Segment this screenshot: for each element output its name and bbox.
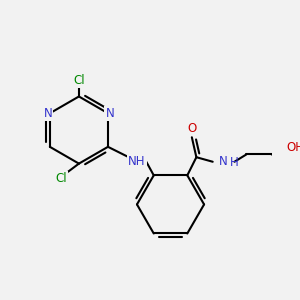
Text: N: N <box>105 107 114 120</box>
Text: N: N <box>219 155 228 168</box>
Text: OH: OH <box>286 141 300 154</box>
Text: NH: NH <box>128 155 146 168</box>
Text: N: N <box>44 107 52 120</box>
Text: O: O <box>187 122 196 135</box>
Text: Cl: Cl <box>73 74 85 87</box>
Text: H: H <box>230 156 239 169</box>
Text: Cl: Cl <box>55 172 67 184</box>
